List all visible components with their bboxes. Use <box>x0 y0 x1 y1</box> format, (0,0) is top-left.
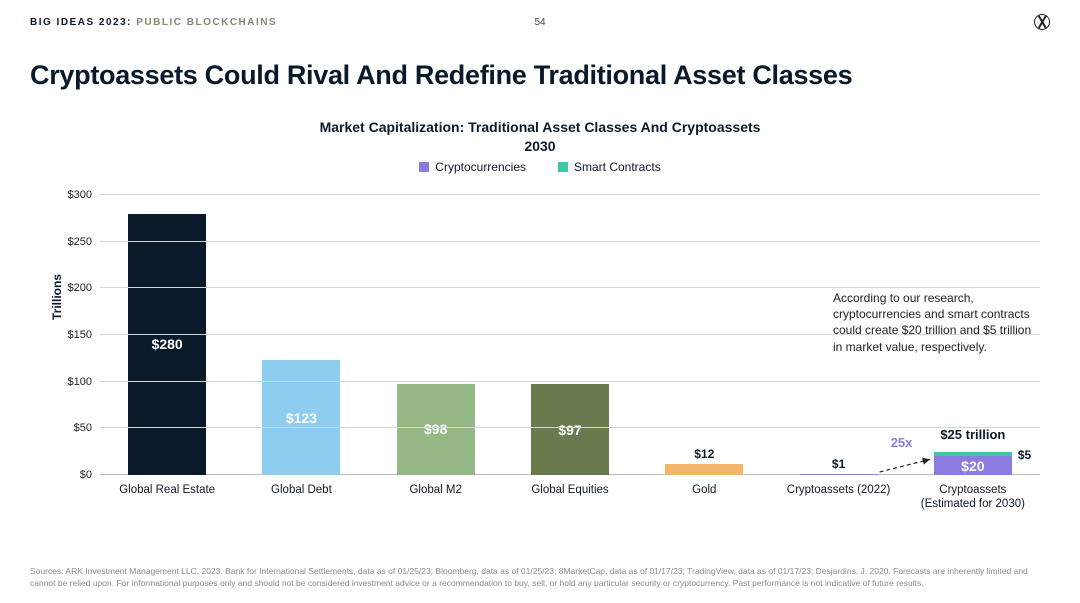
y-tick-label: $250 <box>42 236 92 248</box>
bar-total-label: $25 trillion <box>904 427 1042 442</box>
chart-title-line1: Market Capitalization: Traditional Asset… <box>0 118 1080 137</box>
bar-stack <box>665 464 743 475</box>
y-tick-label: $100 <box>42 376 92 388</box>
section-label: PUBLIC BLOCKCHAINS <box>136 17 277 28</box>
legend-swatch-smart-contracts <box>558 162 568 172</box>
bar-value-label: $12 <box>642 447 767 464</box>
slide-page: BIG IDEAS 2023: PUBLIC BLOCKCHAINS 54 Cr… <box>0 0 1080 603</box>
bar-segment: $280 <box>128 214 206 475</box>
series-label: BIG IDEAS 2023 <box>30 17 127 28</box>
footer-sources: Sources: ARK Investment Management LLC, … <box>30 566 1050 589</box>
y-tick-label: $300 <box>42 189 92 201</box>
chart-title-line2: 2030 <box>0 137 1080 156</box>
legend-swatch-cryptocurrencies <box>419 162 429 172</box>
chart-annotation-text: According to our research, cryptocurrenc… <box>833 290 1043 355</box>
chart-title: Market Capitalization: Traditional Asset… <box>0 118 1080 156</box>
bar-stack: $123 <box>262 360 340 475</box>
page-title: Cryptoassets Could Rival And Redefine Tr… <box>30 60 852 91</box>
bar-value-label: $1 <box>776 457 901 474</box>
bar-stack: $98 <box>397 384 475 475</box>
segment-side-label: $5 <box>1018 448 1031 462</box>
x-category-label: Cryptoassets(Estimated for 2030) <box>887 475 1059 512</box>
growth-multiple-label: 25x <box>891 435 913 450</box>
bar-segment: $20 <box>934 456 1012 475</box>
y-axis-label: Trillions <box>50 274 64 320</box>
legend-item-cryptocurrencies: Cryptocurrencies <box>419 160 526 174</box>
bar-segment: $97 <box>531 384 609 475</box>
bar-stack: $280 <box>128 214 206 475</box>
y-tick-label: $150 <box>42 329 92 341</box>
header-left: BIG IDEAS 2023: PUBLIC BLOCKCHAINS <box>30 17 277 28</box>
ark-logo-icon <box>1034 14 1050 30</box>
legend-item-smart-contracts: Smart Contracts <box>558 160 661 174</box>
y-tick-label: $0 <box>42 469 92 481</box>
y-tick-label: $200 <box>42 282 92 294</box>
bar-segment: $123 <box>262 360 340 475</box>
top-bar: BIG IDEAS 2023: PUBLIC BLOCKCHAINS 54 <box>30 12 1050 32</box>
page-number: 54 <box>534 17 545 28</box>
y-tick-label: $50 <box>42 422 92 434</box>
bar-segment: $98 <box>397 384 475 475</box>
bar-stack: $97 <box>531 384 609 475</box>
bar-segment <box>665 464 743 475</box>
bar-stack: $20 <box>934 452 1012 475</box>
legend-label: Smart Contracts <box>574 160 661 174</box>
chart-legend: Cryptocurrencies Smart Contracts <box>0 160 1080 174</box>
legend-label: Cryptocurrencies <box>435 160 526 174</box>
